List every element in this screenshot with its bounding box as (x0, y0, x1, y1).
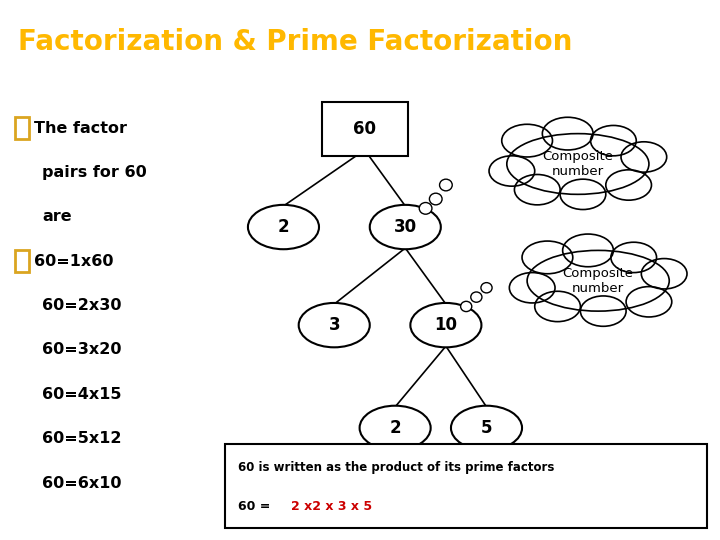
Text: 2: 2 (278, 218, 289, 236)
Ellipse shape (626, 287, 672, 317)
Text: 60: 60 (354, 120, 376, 138)
Text: 60 =: 60 = (238, 500, 274, 513)
Ellipse shape (562, 234, 613, 267)
Ellipse shape (522, 241, 573, 274)
Ellipse shape (642, 259, 687, 289)
Ellipse shape (471, 292, 482, 302)
Text: Factorization & Prime Factorization: Factorization & Prime Factorization (18, 28, 572, 56)
Ellipse shape (370, 205, 441, 249)
Text: 3: 3 (328, 316, 340, 334)
Text: 10: 10 (434, 316, 457, 334)
Ellipse shape (621, 142, 667, 172)
Text: 5: 5 (481, 419, 492, 437)
Ellipse shape (419, 202, 432, 214)
Ellipse shape (606, 170, 652, 200)
Ellipse shape (299, 303, 370, 347)
Ellipse shape (481, 282, 492, 293)
Ellipse shape (542, 117, 593, 150)
Text: Composite
number: Composite number (542, 150, 613, 178)
Text: pairs for 60: pairs for 60 (42, 165, 147, 180)
Ellipse shape (527, 251, 669, 311)
Text: 60=5x12: 60=5x12 (42, 431, 122, 446)
Ellipse shape (590, 125, 636, 156)
Ellipse shape (439, 179, 452, 191)
Ellipse shape (507, 133, 649, 194)
Ellipse shape (429, 193, 442, 205)
Ellipse shape (489, 156, 535, 186)
Text: are: are (42, 210, 72, 224)
Ellipse shape (535, 291, 580, 322)
Ellipse shape (580, 296, 626, 326)
Ellipse shape (410, 303, 482, 347)
FancyBboxPatch shape (225, 444, 707, 528)
Ellipse shape (359, 406, 431, 450)
Text: 30: 30 (394, 218, 417, 236)
Ellipse shape (560, 179, 606, 210)
Text: 60=1x60: 60=1x60 (34, 254, 114, 268)
Text: 60 is written as the product of its prime factors: 60 is written as the product of its prim… (238, 461, 554, 474)
Text: 60=3x20: 60=3x20 (42, 342, 122, 357)
Text: The factor: The factor (34, 120, 127, 136)
Ellipse shape (461, 301, 472, 312)
Text: 2: 2 (390, 419, 401, 437)
Text: Composite
number: Composite number (562, 267, 634, 295)
Text: 60=6x10: 60=6x10 (42, 476, 122, 490)
Text: 60=4x15: 60=4x15 (42, 387, 122, 402)
Ellipse shape (611, 242, 657, 273)
Text: 60=2x30: 60=2x30 (42, 298, 122, 313)
Ellipse shape (451, 406, 522, 450)
Text: 2 x2 x 3 x 5: 2 x2 x 3 x 5 (291, 500, 372, 513)
FancyBboxPatch shape (322, 102, 408, 156)
Ellipse shape (509, 273, 555, 303)
Ellipse shape (248, 205, 319, 249)
Ellipse shape (502, 124, 552, 157)
Ellipse shape (514, 174, 560, 205)
